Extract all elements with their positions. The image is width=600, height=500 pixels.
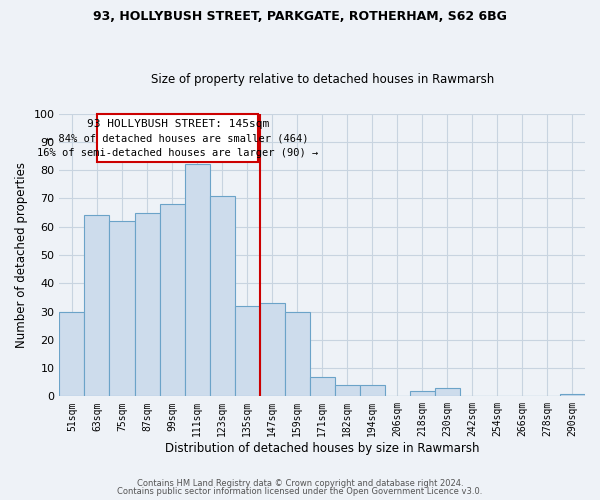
- Text: 93, HOLLYBUSH STREET, PARKGATE, ROTHERHAM, S62 6BG: 93, HOLLYBUSH STREET, PARKGATE, ROTHERHA…: [93, 10, 507, 23]
- Bar: [284, 312, 310, 396]
- Bar: [85, 216, 109, 396]
- Bar: [109, 221, 134, 396]
- Bar: [360, 385, 385, 396]
- Bar: [185, 164, 209, 396]
- Bar: [435, 388, 460, 396]
- Y-axis label: Number of detached properties: Number of detached properties: [15, 162, 28, 348]
- Bar: [335, 385, 360, 396]
- Text: Contains HM Land Registry data © Crown copyright and database right 2024.: Contains HM Land Registry data © Crown c…: [137, 478, 463, 488]
- Title: Size of property relative to detached houses in Rawmarsh: Size of property relative to detached ho…: [151, 73, 494, 86]
- Bar: [160, 204, 185, 396]
- X-axis label: Distribution of detached houses by size in Rawmarsh: Distribution of detached houses by size …: [165, 442, 479, 455]
- Text: 93 HOLLYBUSH STREET: 145sqm: 93 HOLLYBUSH STREET: 145sqm: [86, 119, 269, 129]
- Bar: [310, 376, 335, 396]
- Bar: [59, 312, 85, 396]
- Bar: [410, 390, 435, 396]
- Text: ← 84% of detached houses are smaller (464): ← 84% of detached houses are smaller (46…: [46, 134, 309, 143]
- Bar: [134, 212, 160, 396]
- Bar: [260, 303, 284, 396]
- Bar: [235, 306, 260, 396]
- FancyBboxPatch shape: [97, 114, 259, 162]
- Bar: [209, 196, 235, 396]
- Bar: [560, 394, 585, 396]
- Text: 16% of semi-detached houses are larger (90) →: 16% of semi-detached houses are larger (…: [37, 148, 318, 158]
- Text: Contains public sector information licensed under the Open Government Licence v3: Contains public sector information licen…: [118, 487, 482, 496]
